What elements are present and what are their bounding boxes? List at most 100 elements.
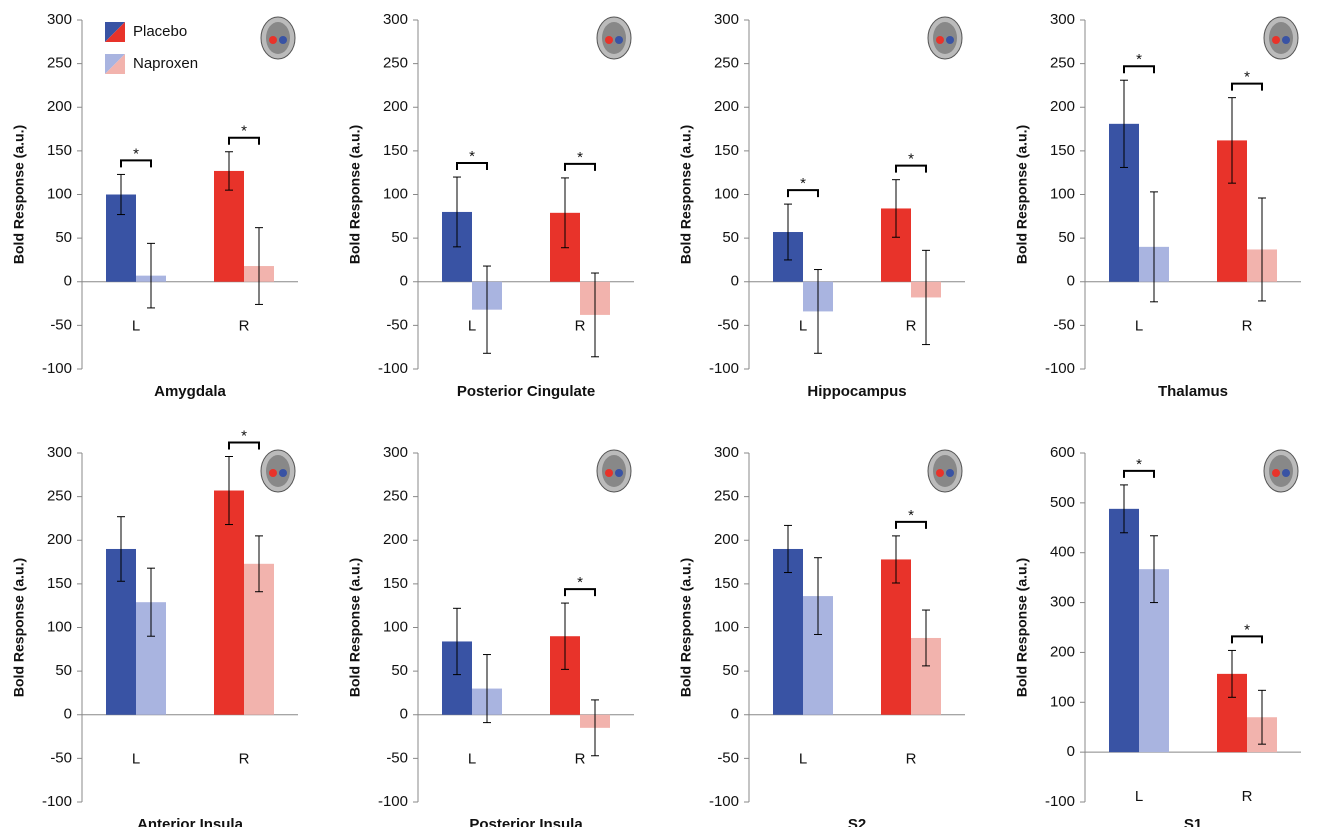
brain-roi — [1272, 36, 1280, 44]
y-tick-label: 500 — [1050, 494, 1075, 511]
y-tick-label: 200 — [383, 98, 408, 115]
significance-label: * — [577, 574, 583, 591]
y-tick-label: 0 — [64, 706, 72, 723]
error-bar — [1120, 79, 1128, 168]
error-bar — [117, 173, 125, 216]
y-tick-label: -100 — [378, 360, 408, 377]
y-tick-label: 0 — [1067, 273, 1075, 290]
y-tick-label: 250 — [1050, 55, 1075, 72]
y-tick-label: 100 — [714, 618, 739, 635]
y-tick-label: -100 — [42, 793, 72, 810]
brain-roi — [279, 469, 287, 477]
brain-icon — [596, 16, 632, 60]
chart-title: Posterior Insula — [469, 816, 583, 827]
y-tick-label: -50 — [717, 749, 739, 766]
brain-inner — [602, 455, 626, 487]
significance-label: * — [241, 427, 247, 444]
y-tick-label: 0 — [731, 706, 739, 723]
y-tick-label: -50 — [386, 316, 408, 333]
y-tick-label: 50 — [55, 229, 72, 246]
y-tick-label: -50 — [50, 316, 72, 333]
y-axis-label: Bold Response (a.u.) — [11, 125, 27, 264]
error-bar — [225, 455, 233, 526]
brain-roi — [605, 469, 613, 477]
brain-inner — [1269, 22, 1293, 54]
bar — [214, 490, 244, 715]
significance-label: * — [577, 149, 583, 166]
x-tick-label: L — [468, 751, 476, 768]
brain-icon — [596, 449, 632, 493]
y-tick-label: -50 — [50, 749, 72, 766]
brain-icon — [1263, 16, 1299, 60]
y-tick-label: -100 — [378, 793, 408, 810]
y-tick-label: 100 — [47, 185, 72, 202]
y-tick-label: 200 — [714, 531, 739, 548]
legend-label: Placebo — [133, 23, 187, 40]
y-axis-label: Bold Response (a.u.) — [1014, 125, 1030, 264]
y-axis-label: Bold Response (a.u.) — [678, 125, 694, 264]
significance-label: * — [469, 148, 475, 165]
error-bar — [784, 524, 792, 574]
x-tick-label: R — [906, 751, 917, 768]
significance-label: * — [1244, 621, 1250, 638]
chart-title: Amygdala — [154, 383, 226, 400]
y-tick-label: 300 — [47, 444, 72, 461]
error-bar — [147, 242, 155, 309]
significance-label: * — [1244, 69, 1250, 86]
significance-label: * — [133, 145, 139, 162]
y-tick-label: 50 — [391, 229, 408, 246]
x-tick-label: R — [1242, 788, 1253, 805]
y-tick-label: 150 — [714, 142, 739, 159]
legend-swatch — [105, 22, 125, 42]
error-bar — [1120, 484, 1128, 534]
y-tick-label: 250 — [383, 488, 408, 505]
error-bar — [1258, 197, 1266, 302]
y-tick-label: 250 — [714, 55, 739, 72]
x-tick-label: L — [468, 318, 476, 335]
y-tick-label: -50 — [386, 749, 408, 766]
y-tick-label: 0 — [64, 273, 72, 290]
brain-inner — [266, 22, 290, 54]
error-bar — [591, 272, 599, 358]
y-tick-label: 50 — [722, 229, 739, 246]
error-bar — [483, 265, 491, 354]
significance-bracket — [1231, 82, 1263, 91]
brain-roi — [279, 36, 287, 44]
error-bar — [453, 607, 461, 676]
significance-bracket — [895, 164, 927, 173]
y-tick-label: 250 — [383, 55, 408, 72]
significance-bracket — [787, 189, 819, 198]
y-tick-label: -100 — [1045, 793, 1075, 810]
error-bar — [814, 269, 822, 354]
y-tick-label: 100 — [1050, 693, 1075, 710]
y-tick-label: 200 — [714, 98, 739, 115]
significance-label: * — [1136, 456, 1142, 473]
y-tick-label: 0 — [1067, 743, 1075, 760]
y-tick-label: 250 — [47, 488, 72, 505]
error-bar — [1150, 191, 1158, 303]
brain-roi — [936, 36, 944, 44]
x-tick-label: R — [239, 318, 250, 335]
y-tick-label: 200 — [1050, 98, 1075, 115]
brain-inner — [266, 455, 290, 487]
brain-roi — [615, 36, 623, 44]
significance-bracket — [228, 136, 260, 145]
significance-label: * — [908, 151, 914, 168]
y-tick-label: 150 — [383, 575, 408, 592]
error-bar — [147, 567, 155, 637]
error-bar — [1150, 535, 1158, 604]
error-bar — [453, 176, 461, 248]
significance-label: * — [800, 175, 806, 192]
y-tick-label: 100 — [47, 618, 72, 635]
brain-inner — [933, 22, 957, 54]
y-tick-label: -50 — [1053, 316, 1075, 333]
error-bar — [561, 602, 569, 670]
y-tick-label: 100 — [383, 618, 408, 635]
brain-roi — [269, 469, 277, 477]
y-tick-label: 150 — [714, 575, 739, 592]
significance-label: * — [908, 507, 914, 524]
y-tick-label: 600 — [1050, 444, 1075, 461]
error-bar — [483, 654, 491, 724]
bar — [1109, 508, 1139, 753]
